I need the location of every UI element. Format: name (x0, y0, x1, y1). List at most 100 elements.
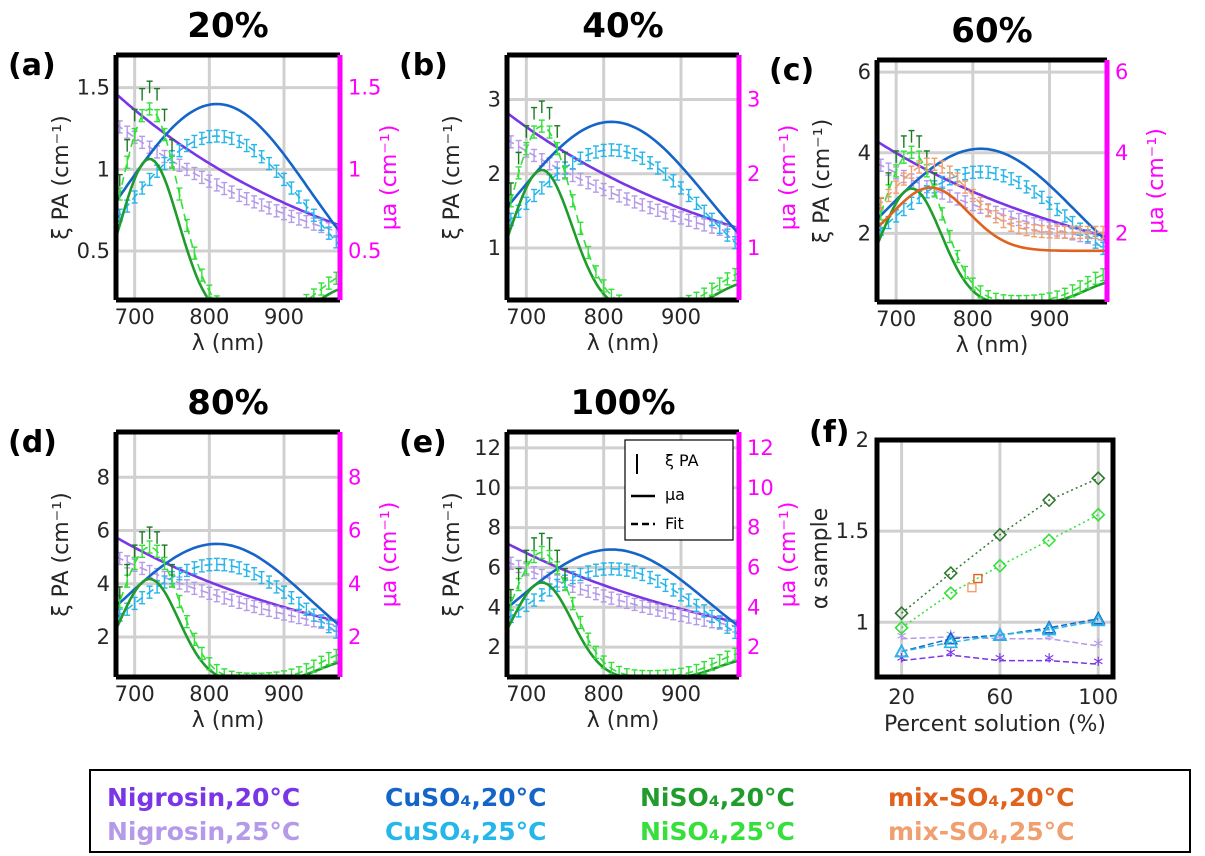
y-tick-label: 4 (488, 595, 501, 619)
mu-a-line (116, 536, 340, 623)
axes-box (874, 437, 1116, 680)
x-tick-label: 20 (888, 685, 915, 709)
right-tick-label: 6 (348, 519, 361, 543)
y-axis-label: ξ PA (cm⁻¹) (49, 492, 74, 616)
data-marker (943, 634, 959, 649)
legend-item: CuSO₄,25°C (385, 817, 547, 846)
y-tick-label: 1.5 (836, 519, 869, 543)
mu-a-line (116, 542, 340, 627)
right-tick-label: 4 (1115, 141, 1128, 165)
y-tick-label: 10 (474, 476, 501, 500)
y-axis-label: ξ PA (cm⁻¹) (440, 115, 465, 239)
legend-item: NiSO₄,25°C (640, 817, 795, 846)
x-tick-label: 800 (584, 682, 624, 706)
right-tick-label: 4 (348, 572, 361, 596)
fit-line (877, 163, 1107, 234)
trend-line (901, 477, 1099, 614)
plot-area (507, 100, 739, 300)
panel-b: 700 800 900 1 1 2 2 3 3 40% (b) λ (nm) ξ PA (cm⁻¹) μa… (399, 6, 801, 356)
panel-d: 700 800 900 2 2 4 4 6 6 8 8 80% (d) λ (nm) ξ PA (cm⁻¹)… (8, 383, 402, 733)
y-tick-label: 1 (97, 157, 110, 181)
x-tick-label: 700 (506, 305, 546, 329)
x-tick-label: 700 (115, 682, 155, 706)
data-marker (943, 565, 958, 581)
x-tick-label: 900 (264, 682, 304, 706)
fit-line (507, 551, 739, 677)
data-marker (1041, 620, 1057, 634)
data-marker: * (897, 628, 907, 652)
right-tick-label: 8 (747, 516, 760, 540)
y-tick-label: 2 (488, 162, 501, 186)
data-marker (1090, 612, 1106, 627)
mu-a-line (507, 542, 739, 624)
right-tick-label: 1 (747, 236, 760, 260)
data-marker: * (897, 650, 907, 674)
right-tick-label: 1 (348, 157, 361, 181)
x-axis-label: λ (nm) (956, 333, 1029, 358)
x-axis-label: Percent solution (%) (884, 712, 1106, 737)
data-marker (943, 586, 958, 601)
fit-line (877, 171, 1107, 253)
data-marker (1090, 610, 1106, 625)
x-tick-label: 60 (987, 685, 1014, 709)
y-axis-label: ξ PA (cm⁻¹) (810, 119, 835, 243)
panel-label: (d) (8, 425, 57, 460)
y-tick-label: 1.5 (77, 76, 110, 100)
y-tick-label: 8 (488, 516, 501, 540)
data-marker (894, 643, 909, 658)
mu-a-line (507, 111, 739, 230)
plot-area (116, 80, 340, 300)
data-marker: * (1093, 635, 1103, 659)
legend-item: CuSO₄,20°C (385, 783, 547, 812)
data-marker (992, 527, 1008, 542)
panel-label: (e) (399, 425, 447, 460)
y-tick-label: 1 (856, 610, 869, 634)
fit-line (507, 568, 739, 636)
data-marker (992, 558, 1008, 573)
panel-title: 20% (187, 6, 268, 46)
data-marker (1091, 507, 1106, 522)
mu-a-line (116, 92, 340, 227)
x-tick-label: 900 (661, 305, 701, 329)
panel-title: 80% (187, 383, 268, 423)
data-marker (973, 573, 983, 584)
trend-line (901, 619, 1099, 653)
legend-box (89, 769, 1191, 853)
y-tick-label: 2 (488, 635, 501, 659)
x-tick-label: 700 (506, 682, 546, 706)
y-tick-label: 8 (97, 465, 110, 489)
right-tick-label: 10 (747, 476, 774, 500)
right-tick-label: 1.5 (348, 76, 381, 100)
x-tick-label: 800 (189, 682, 229, 706)
trend-line (901, 636, 1099, 647)
panel-label: (f) (809, 415, 849, 450)
right-tick-label: 2 (747, 635, 760, 659)
mu-a-line (507, 120, 739, 235)
fit-line (116, 546, 340, 677)
right-tick-label: 6 (1115, 60, 1128, 84)
legend-item: mix-SO₄,25°C (888, 817, 1074, 846)
data-marker (894, 620, 909, 635)
data-marker (967, 582, 977, 593)
fit-line (877, 151, 1107, 302)
right-axis-label: μa (cm⁻¹) (776, 125, 801, 231)
right-axis-label: μa (cm⁻¹) (377, 125, 402, 231)
x-tick-label: 900 (661, 682, 701, 706)
mu-a-line (116, 157, 340, 300)
y-tick-label: 2 (97, 625, 110, 649)
right-axis-label: μa (cm⁻¹) (1144, 128, 1169, 234)
trend-line (901, 514, 1099, 629)
panel-label: (c) (769, 53, 814, 88)
y-tick-label: 6 (858, 60, 871, 84)
fit-line (116, 563, 340, 636)
panel-label: (b) (399, 48, 448, 83)
y-axis-label: α sample (808, 508, 833, 609)
legend-item: Nigrosin,20°C (107, 783, 300, 812)
right-tick-label: 2 (348, 625, 361, 649)
data-marker (894, 606, 909, 621)
right-tick-label: 6 (747, 555, 760, 579)
right-tick-label: 0.5 (348, 239, 381, 263)
right-axis-label: μa (cm⁻¹) (776, 502, 801, 608)
